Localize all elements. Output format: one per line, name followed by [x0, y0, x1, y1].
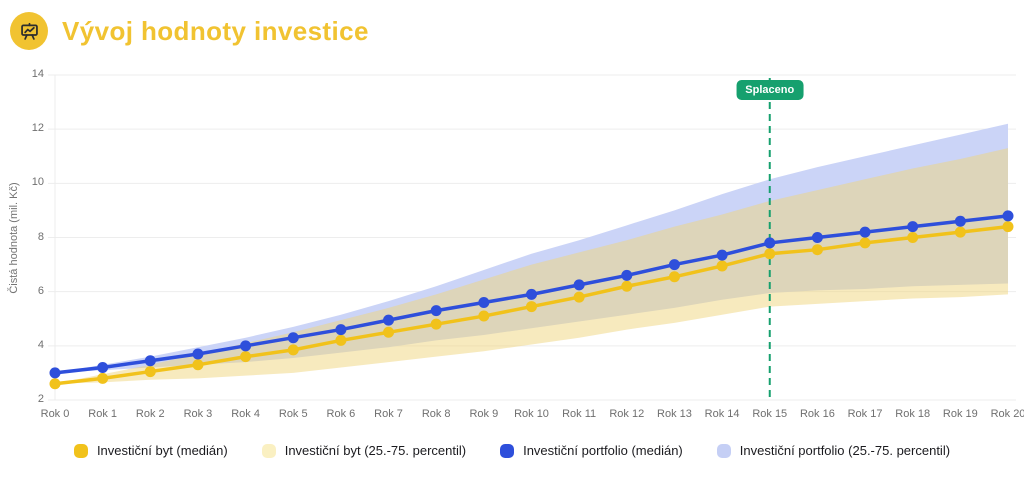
data-point	[97, 362, 109, 373]
data-point	[144, 366, 156, 378]
y-tick-label: 8	[37, 230, 44, 243]
x-tick-label: Rok 6	[326, 408, 356, 420]
data-point	[573, 279, 585, 291]
data-point	[621, 269, 633, 281]
data-point	[764, 237, 776, 249]
data-point	[907, 221, 919, 233]
data-point	[954, 215, 966, 227]
y-tick-label: 10	[31, 176, 44, 189]
x-tick-label: Rok 11	[562, 408, 597, 420]
x-tick-label: Rok 14	[704, 408, 740, 420]
x-tick-label: Rok 3	[183, 408, 213, 420]
legend-label: Investiční byt (25.-75. percentil)	[284, 443, 467, 458]
data-point	[859, 237, 871, 249]
y-tick-label: 12	[31, 122, 44, 135]
legend-swatch	[716, 443, 731, 458]
data-point	[192, 348, 204, 360]
presentation-chart-icon	[10, 12, 48, 50]
data-point	[49, 367, 61, 379]
legend: Investiční byt (medián) Investiční byt (…	[0, 443, 1024, 458]
y-tick-label: 4	[37, 338, 44, 351]
data-point	[287, 344, 299, 356]
legend-swatch	[73, 443, 88, 458]
data-point	[430, 318, 442, 330]
data-point	[430, 305, 442, 317]
x-tick-label: Rok 19	[942, 408, 978, 420]
data-point	[811, 244, 823, 256]
legend-swatch	[261, 443, 276, 458]
x-tick-label: Rok 2	[135, 408, 165, 420]
x-tick-label: Rok 0	[40, 408, 70, 420]
data-point	[811, 232, 823, 243]
data-point	[383, 314, 395, 326]
legend-item-byt-percentil[interactable]: Investiční byt (25.-75. percentil)	[261, 443, 467, 458]
legend-item-portfolio-percentil[interactable]: Investiční portfolio (25.-75. percentil)	[716, 443, 951, 458]
data-point	[144, 355, 156, 367]
legend-label: Investiční byt (medián)	[96, 443, 228, 458]
data-point	[478, 310, 490, 322]
page-title: Vývoj hodnoty investice	[62, 15, 369, 46]
x-tick-label: Rok 17	[847, 408, 883, 420]
data-point	[478, 297, 490, 308]
data-point	[383, 326, 395, 338]
splaceno-badge: Splaceno	[736, 80, 804, 100]
data-point	[526, 301, 537, 313]
data-point	[668, 271, 680, 283]
data-point	[526, 288, 537, 300]
data-point	[1002, 210, 1014, 222]
data-point	[335, 324, 347, 336]
data-point	[573, 291, 585, 303]
legend-label: Investiční portfolio (25.-75. percentil)	[739, 443, 951, 458]
y-tick-label: 2	[37, 393, 44, 405]
legend-item-byt-median[interactable]: Investiční byt (medián)	[73, 443, 228, 458]
data-point	[621, 280, 633, 292]
legend-label: Investiční portfolio (medián)	[523, 443, 683, 458]
data-point	[192, 359, 204, 371]
x-tick-label: Rok 13	[657, 408, 692, 420]
data-point	[859, 226, 871, 238]
data-point	[954, 226, 966, 238]
legend-item-portfolio-median[interactable]: Investiční portfolio (medián)	[500, 443, 683, 458]
data-point	[97, 372, 109, 384]
x-tick-label: Rok 10	[514, 408, 549, 420]
data-point	[764, 248, 776, 260]
x-tick-label: Rok 8	[421, 408, 451, 420]
data-point	[716, 249, 728, 261]
chart-header: Vývoj hodnoty investice	[10, 12, 369, 50]
x-tick-label: Rok 1	[88, 408, 118, 420]
x-tick-label: Rok 12	[609, 408, 645, 420]
data-point	[49, 378, 61, 390]
x-tick-label: Rok 16	[799, 408, 835, 420]
percentile-band	[55, 148, 1008, 384]
y-tick-label: 6	[37, 284, 44, 297]
x-tick-label: Rok 5	[278, 408, 308, 420]
data-point	[240, 340, 252, 352]
x-tick-label: Rok 20	[990, 408, 1024, 420]
data-point	[240, 351, 252, 363]
data-point	[716, 260, 728, 272]
x-tick-label: Rok 7	[374, 408, 403, 420]
y-tick-label: 14	[31, 68, 44, 80]
data-point	[287, 332, 299, 344]
data-point	[335, 334, 347, 346]
legend-swatch	[500, 443, 515, 458]
data-point	[907, 232, 919, 243]
x-tick-label: Rok 15	[752, 408, 788, 420]
x-tick-label: Rok 4	[231, 408, 260, 420]
x-tick-label: Rok 9	[469, 408, 499, 420]
x-tick-label: Rok 18	[895, 408, 931, 420]
data-point	[668, 259, 680, 271]
data-point	[1002, 221, 1014, 233]
